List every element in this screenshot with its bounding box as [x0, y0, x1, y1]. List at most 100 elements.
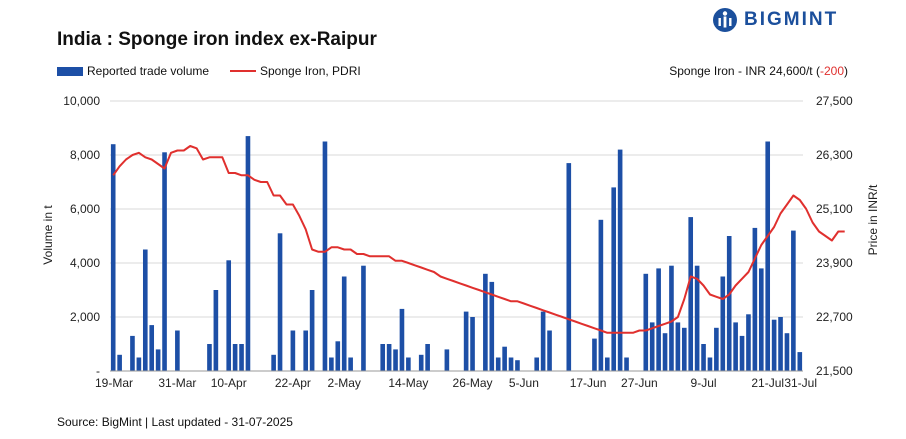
x-tick: 19-Mar [95, 376, 133, 390]
volume-bar [239, 344, 244, 371]
brand-logo: BIGMINT [712, 6, 838, 34]
y-tick-left: - [96, 364, 100, 378]
volume-bar [502, 346, 507, 371]
brand-name: BIGMINT [744, 9, 839, 30]
volume-bar [617, 149, 623, 371]
y-axis-title-right: Price in INR/t [866, 184, 880, 255]
volume-bar [598, 219, 604, 371]
volume-bar [752, 227, 758, 371]
x-tick: 31-Mar [158, 376, 196, 390]
volume-bar [425, 344, 430, 371]
x-tick: 31-Jul [784, 376, 817, 390]
volume-bar [290, 330, 296, 371]
volume-bar [142, 249, 148, 371]
volume-bar [175, 330, 180, 371]
volume-bar [245, 136, 251, 371]
volume-bar [675, 322, 681, 371]
price-line [112, 145, 845, 334]
volume-bar [656, 268, 661, 371]
price-note-close: ) [844, 64, 848, 78]
y-tick-right: 21,500 [816, 364, 853, 378]
volume-bar [399, 308, 405, 371]
volume-bar [778, 317, 783, 371]
volume-bar [155, 349, 161, 371]
x-tick: 10-Apr [211, 376, 247, 390]
volume-bar [226, 260, 232, 371]
volume-bar [149, 325, 155, 371]
volume-bar [329, 357, 334, 371]
gridlines [110, 100, 803, 318]
volume-bar [611, 187, 617, 371]
y-tick-left: 8,000 [70, 148, 100, 162]
volume-bar [624, 357, 629, 371]
chart-title: India : Sponge iron index ex-Raipur [57, 29, 377, 50]
volume-bar [463, 311, 469, 371]
volume-bar [701, 344, 706, 371]
y-tick-right: 22,700 [816, 310, 853, 324]
volume-bar [771, 319, 777, 371]
volume-bar [688, 217, 694, 371]
volume-bar [232, 344, 238, 371]
volume-bar [604, 357, 610, 371]
y-tick-right: 27,500 [816, 94, 853, 108]
y-tick-right: 25,100 [816, 202, 853, 216]
volume-bar [726, 236, 732, 371]
legend-item-price: Sponge Iron, PDRI [230, 64, 361, 78]
price-note-text: Sponge Iron - INR 24,600/t ( [669, 64, 820, 78]
legend-item-volume: Reported trade volume [57, 64, 209, 78]
volume-bar [669, 265, 674, 371]
volume-bar [508, 357, 514, 371]
volume-bar [733, 322, 738, 371]
volume-bar [348, 357, 353, 371]
price-change: -200 [819, 64, 844, 78]
x-ticks: 19-Mar 31-Mar 10-Apr 22-Apr 2-May 14-May 26-Ma… [95, 376, 817, 390]
volume-bar [322, 141, 328, 371]
volume-bar [130, 335, 135, 371]
bigmint-logo-icon [713, 8, 737, 32]
volume-bar [341, 276, 347, 371]
volume-bar [418, 354, 424, 371]
volume-bar [534, 357, 540, 371]
x-tick: 5-Jun [509, 376, 539, 390]
volume-bar [797, 352, 803, 371]
volume-bar [784, 333, 790, 371]
y-tick-left: 2,000 [70, 310, 100, 324]
y-tick-left: 10,000 [63, 94, 100, 108]
volume-bar [649, 322, 655, 371]
volume-bar [489, 281, 495, 371]
y-ticks-left: - 2,000 4,000 6,000 8,000 10,000 [63, 94, 100, 378]
volume-bar [515, 360, 520, 371]
volume-bar [765, 141, 771, 371]
volume-bar [117, 354, 122, 371]
y-ticks-right: 21,500 22,700 23,900 25,100 26,300 27,500 [816, 94, 853, 378]
volume-bar [758, 268, 764, 371]
y-tick-left: 4,000 [70, 256, 100, 270]
volume-bar [707, 357, 713, 371]
legend-label-price: Sponge Iron, PDRI [260, 64, 361, 78]
volume-bar [495, 357, 501, 371]
legend-label-volume: Reported trade volume [87, 64, 210, 78]
volume-bar [643, 273, 649, 371]
volume-bar [470, 317, 475, 371]
volume-bar [162, 152, 167, 371]
volume-bar [386, 344, 392, 371]
volume-bar [681, 327, 687, 371]
volume-bar [566, 163, 572, 371]
volume-bar [791, 230, 796, 371]
volume-bar [406, 357, 411, 371]
legend-swatch-line [230, 70, 256, 72]
x-tick: 2-May [328, 376, 361, 390]
volume-bar [694, 265, 700, 371]
volume-bar [335, 341, 341, 371]
volume-bar [277, 233, 283, 371]
volume-bar [540, 311, 546, 371]
y-tick-right: 26,300 [816, 148, 853, 162]
volume-bar [746, 314, 751, 371]
volume-bar [110, 144, 116, 371]
volume-bar [303, 330, 309, 371]
volume-bar [662, 333, 668, 371]
x-tick: 22-Apr [275, 376, 311, 390]
volume-bar [213, 290, 219, 371]
volume-bar [444, 349, 450, 371]
combo-chart: - 2,000 4,000 6,000 8,000 10,000 21,500 22,700… [41, 94, 880, 390]
